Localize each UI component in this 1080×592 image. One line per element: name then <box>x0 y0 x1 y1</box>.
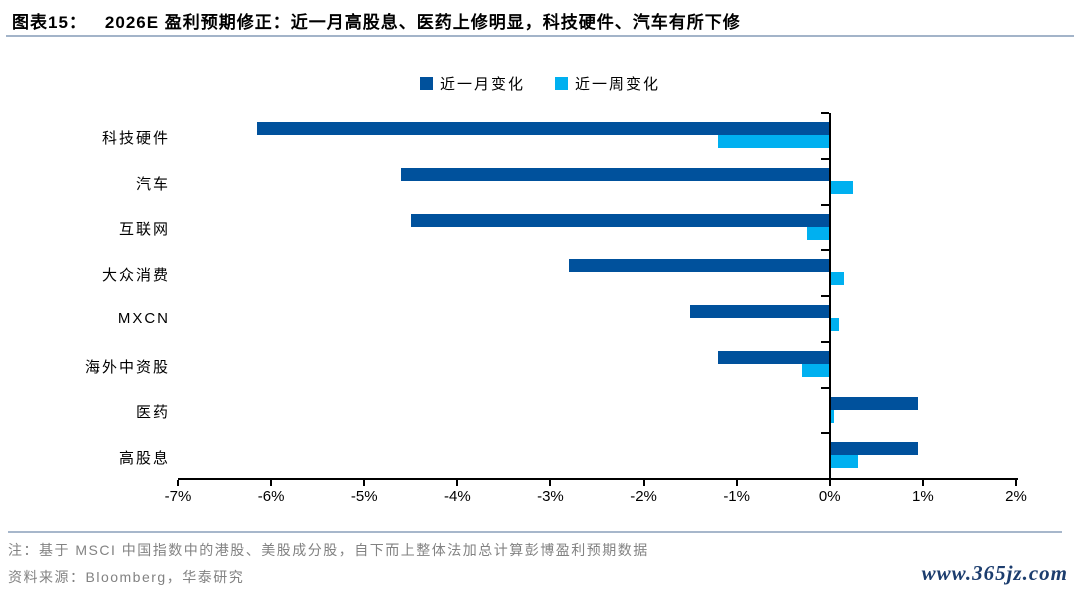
legend-label-week: 近一周变化 <box>575 75 661 93</box>
bar-week <box>806 226 830 240</box>
x-axis <box>178 478 1018 480</box>
legend-swatch-week <box>555 76 568 90</box>
x-axis-tick <box>921 480 924 486</box>
x-axis-tick <box>1015 480 1017 486</box>
x-axis-tick <box>642 480 645 486</box>
x-axis-tick-label: 0% <box>818 488 841 505</box>
x-axis-tick <box>735 480 738 486</box>
bar-month <box>690 305 830 318</box>
bar-month <box>410 213 830 227</box>
bar-month <box>569 259 830 273</box>
legend-item-week: 近一周变化 <box>555 73 660 94</box>
chart-note: 注：基于 MSCI 中国指数中的港股、美股成分股，自下而上整体法加总计算彭博盈利… <box>8 542 649 558</box>
bar-week <box>829 180 854 194</box>
zero-baseline-tick <box>820 432 829 435</box>
bar-month <box>829 442 919 456</box>
zero-baseline <box>828 113 831 480</box>
zero-baseline-tick <box>820 340 829 343</box>
bar-month <box>401 167 830 181</box>
bar-week <box>718 135 830 148</box>
bar-month <box>718 350 830 364</box>
bar-week <box>829 272 844 286</box>
chart-legend: 近一月变化 近一周变化 <box>0 73 1080 93</box>
category-label: 互联网 <box>118 221 170 239</box>
category-label: 汽车 <box>135 175 170 193</box>
zero-baseline-tick <box>820 157 829 160</box>
x-axis-tick-label: -6% <box>257 488 285 505</box>
category-label: 大众消费 <box>101 267 170 285</box>
x-axis-tick-label: -4% <box>443 488 471 505</box>
category-label: 科技硬件 <box>101 129 170 147</box>
x-axis-tick-label: -1% <box>723 488 750 505</box>
x-axis-tick <box>270 480 273 486</box>
zero-baseline-tick <box>820 295 829 297</box>
zero-baseline-tick <box>820 386 829 389</box>
x-axis-tick <box>549 480 552 486</box>
bar-week <box>829 455 858 469</box>
x-axis-tick <box>828 480 831 486</box>
x-axis-tick <box>456 480 459 486</box>
figure-title: 图表15： 2026E 盈利预期修正：近一月高股息、医药上修明显，科技硬件、汽车有… <box>12 8 1072 33</box>
bar-week <box>801 363 830 377</box>
bar-month <box>257 122 830 135</box>
category-label: 医药 <box>135 404 170 422</box>
title-underline <box>6 35 1074 37</box>
x-axis-tick-label: -2% <box>630 488 657 505</box>
zero-baseline-tick <box>820 249 829 252</box>
x-axis-tick-label: -7% <box>164 488 192 505</box>
legend-item-month: 近一月变化 <box>419 73 525 94</box>
figure-number-label: 图表15： <box>12 13 87 32</box>
category-label: MXCN <box>117 309 170 327</box>
x-axis-tick-label: -3% <box>537 488 564 505</box>
x-axis-tick <box>363 480 366 486</box>
legend-label-month: 近一月变化 <box>439 75 525 93</box>
zero-baseline-tick <box>820 203 829 206</box>
category-label: 海外中资股 <box>84 358 170 376</box>
category-label: 高股息 <box>118 450 170 468</box>
chart-source: 资料来源：Bloomberg，华泰研究 <box>8 569 245 585</box>
x-axis-tick <box>177 480 179 486</box>
legend-swatch-month <box>419 76 433 90</box>
figure-title-text: 2026E 盈利预期修正：近一月高股息、医药上修明显，科技硬件、汽车有所下修 <box>104 13 741 32</box>
footer-divider <box>8 531 1062 533</box>
bar-month <box>829 396 919 410</box>
x-axis-tick-label: -5% <box>350 488 378 505</box>
x-axis-tick-label: 2% <box>1005 488 1027 505</box>
bar-week <box>829 318 840 331</box>
watermark-link[interactable]: www.365jz.com <box>921 561 1068 585</box>
bar-week <box>829 409 835 423</box>
x-axis-tick-label: 1% <box>912 488 934 505</box>
zero-baseline-tick <box>820 112 829 114</box>
